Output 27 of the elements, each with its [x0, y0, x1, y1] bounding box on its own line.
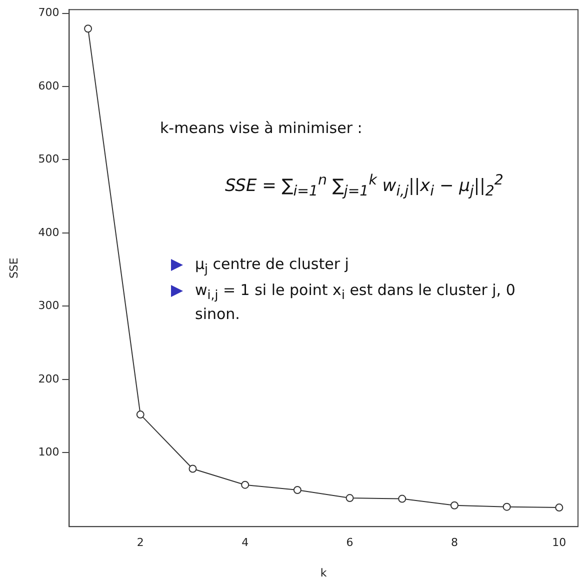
- x-tick-label: 10: [552, 536, 566, 550]
- point: [136, 410, 144, 419]
- point: [188, 464, 197, 473]
- y-tick-label: 400: [38, 226, 60, 239]
- point: [241, 480, 250, 489]
- x-axis-title: k: [320, 566, 328, 580]
- y-axis-title: SSE: [7, 258, 20, 279]
- point: [293, 486, 302, 494]
- y-tick-label: 200: [38, 372, 60, 386]
- y-tick-label: 100: [38, 446, 60, 458]
- annotation: μ$_{j}$ centre de cluster j: [195, 255, 349, 276]
- y-tick-label: 500: [38, 152, 60, 166]
- y-tick-label: 300: [38, 299, 60, 312]
- point: [502, 502, 511, 511]
- point: [346, 494, 354, 502]
- point: [555, 504, 564, 512]
- x-tick-label: 8: [450, 536, 458, 550]
- x-tick-label: 6: [346, 536, 354, 550]
- annotation: k-means vise à minimiser :: [160, 119, 362, 137]
- x-tick-label: 4: [242, 536, 249, 550]
- text: w$_{i,j}$ = 1 si le point x$_{i}$ est dans le cluster j, 0 sinon.: [195, 281, 516, 324]
- point: [84, 24, 92, 33]
- x-tick-label: 2: [136, 536, 144, 550]
- y-tick-label: 700: [38, 6, 60, 20]
- point: [398, 494, 406, 503]
- point: [450, 501, 458, 510]
- y-tick-label: 600: [38, 79, 60, 92]
